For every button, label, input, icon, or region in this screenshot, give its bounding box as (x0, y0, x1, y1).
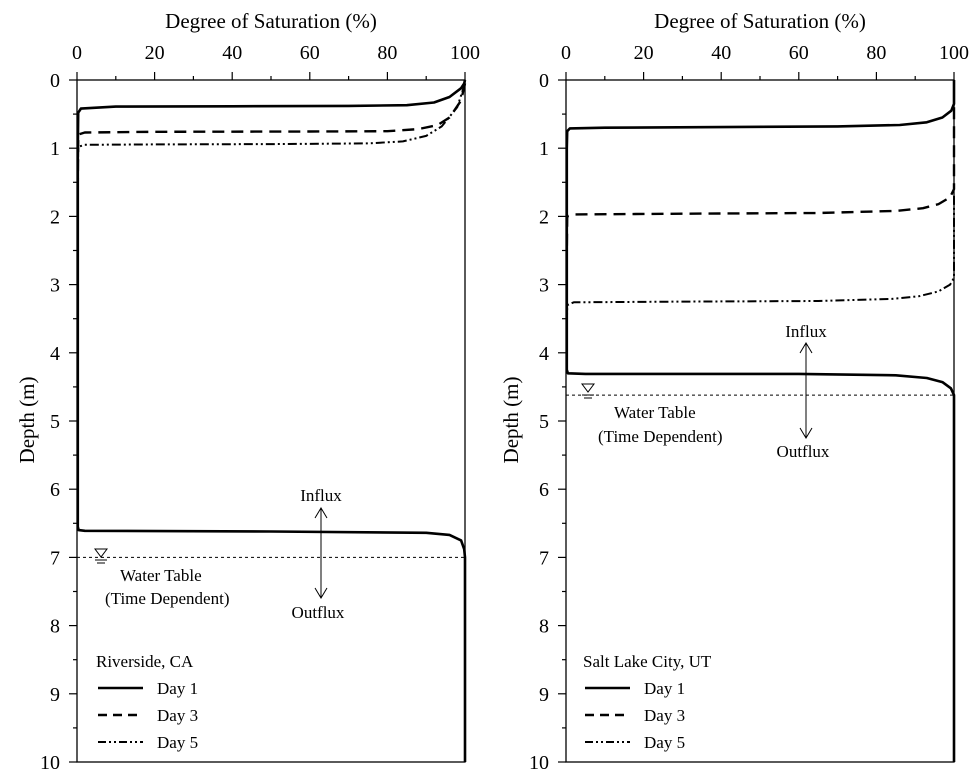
y-tick-label: 2 (50, 206, 60, 228)
y-tick-label: 4 (539, 343, 549, 365)
water-table-symbol (581, 383, 595, 399)
water-table-symbol (94, 548, 108, 564)
y-tick-label: 6 (539, 479, 549, 501)
series-line-day-5 (76, 83, 466, 527)
x-tick-label: 100 (450, 42, 480, 64)
y-tick-label: 10 (529, 752, 549, 771)
legend-label-day-5: Day 5 (157, 733, 198, 752)
x-tick-label: 80 (866, 42, 886, 64)
legend-label-day-1: Day 1 (644, 679, 685, 698)
legend-title: Salt Lake City, UT (583, 652, 712, 671)
y-tick-label: 7 (50, 547, 60, 569)
y-axis-label: Depth (m) (15, 377, 39, 464)
legend-label-day-3: Day 3 (644, 706, 685, 725)
water-table-label: Water Table (614, 403, 696, 422)
influx-outflux-arrow (314, 507, 328, 599)
series-line-day-3 (76, 83, 467, 527)
x-tick-label: 20 (145, 42, 165, 64)
y-tick-label: 8 (50, 616, 60, 638)
x-tick-label: 60 (300, 42, 320, 64)
y-axis-label: Depth (m) (499, 377, 523, 464)
series-lines (565, 80, 956, 762)
influx-label: Influx (785, 322, 827, 341)
x-tick-label: 0 (561, 42, 571, 64)
panel-riverside: Degree of Saturation (%) Depth (m) 0 20 … (15, 9, 480, 774)
series-lines (76, 79, 467, 762)
influx-outflux-arrow (799, 342, 813, 439)
series-line-day-1 (565, 80, 956, 762)
y-tick-label: 9 (539, 684, 549, 706)
y-tick-label: 7 (539, 547, 549, 569)
y-tick-label: 4 (50, 343, 60, 365)
influx-label: Influx (300, 486, 342, 505)
y-tick-label: 10 (40, 752, 60, 771)
y-tick-label: 3 (539, 275, 549, 297)
x-tick-label: 0 (72, 42, 82, 64)
y-tick-label: 6 (50, 479, 60, 501)
x-tick-label: 60 (789, 42, 809, 64)
x-tick-label: 40 (222, 42, 242, 64)
series-line-day-5 (565, 195, 955, 370)
x-axis-label: Degree of Saturation (%) (654, 9, 866, 33)
y-tick-label: 8 (539, 616, 549, 638)
tick-marks (69, 72, 466, 763)
legend-label-day-5: Day 5 (644, 733, 685, 752)
y-tick-label: 5 (539, 411, 549, 433)
x-tick-label: 100 (939, 42, 969, 64)
tick-marks (558, 72, 955, 763)
series-line-day-1 (76, 79, 467, 762)
outflux-label: Outflux (777, 442, 830, 461)
y-tick-label: 1 (539, 138, 549, 160)
series-line-day-3 (565, 107, 956, 370)
y-tick-label: 1 (50, 138, 60, 160)
water-table-label: Water Table (120, 566, 202, 585)
x-axis-label: Degree of Saturation (%) (165, 9, 377, 33)
y-tick-label: 9 (50, 684, 60, 706)
legend-label-day-3: Day 3 (157, 706, 198, 725)
water-table-note: (Time Dependent) (598, 427, 723, 446)
legend: Riverside, CA Day 1 Day 3 Day 5 (96, 652, 198, 752)
legend-label-day-1: Day 1 (157, 679, 198, 698)
x-tick-label: 20 (634, 42, 654, 64)
y-tick-label: 3 (50, 275, 60, 297)
panel-salt-lake-city: Degree of Saturation (%) Depth (m) 0 20 … (499, 9, 969, 774)
water-table-note: (Time Dependent) (105, 589, 230, 608)
x-tick-label: 80 (377, 42, 397, 64)
outflux-label: Outflux (292, 603, 345, 622)
y-tick-label: 0 (50, 70, 60, 92)
y-tick-label: 2 (539, 206, 549, 228)
y-tick-label: 0 (539, 70, 549, 92)
y-tick-label: 5 (50, 411, 60, 433)
legend: Salt Lake City, UT Day 1 Day 3 Day 5 (583, 652, 712, 752)
x-tick-label: 40 (711, 42, 731, 64)
legend-title: Riverside, CA (96, 652, 194, 671)
